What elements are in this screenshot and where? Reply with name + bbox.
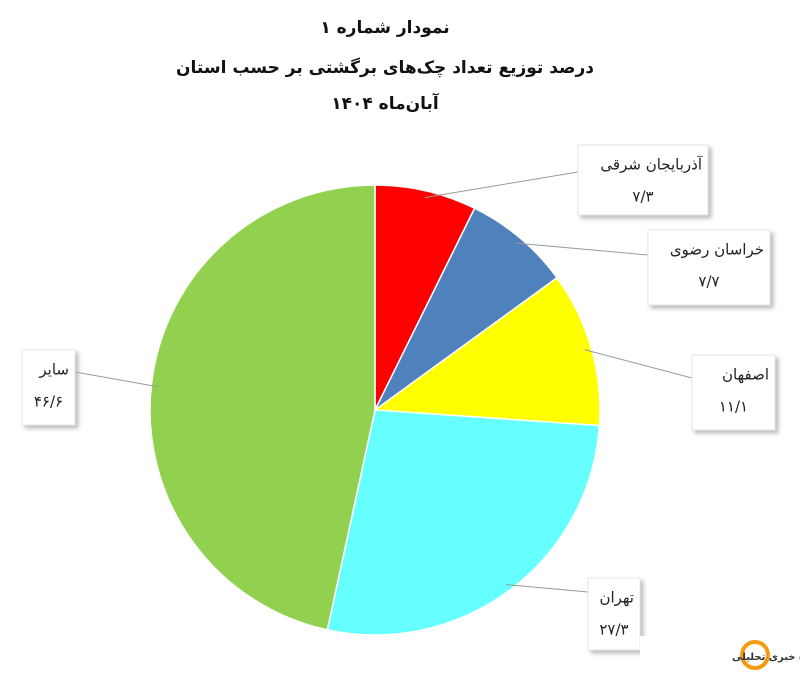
watermark-bg bbox=[640, 636, 800, 677]
label-box bbox=[647, 229, 771, 306]
pie-slice bbox=[372, 276, 601, 427]
chart-period: آبان‌ماه ۱۴۰۴ bbox=[331, 92, 440, 114]
label-name: سایر bbox=[38, 361, 69, 379]
labels: آذربایجان شرقی ۷/۳ خراسان رضوی ۷/۷ اصفهان ۱۱/… bbox=[21, 144, 776, 651]
chart-subtitle: درصد توزیع تعداد چک‌های برگشتی بر حسب اس… bbox=[176, 57, 594, 78]
leader-line bbox=[74, 371, 159, 388]
label-value: ۲۷/۳ bbox=[599, 621, 628, 639]
label-box bbox=[587, 577, 641, 651]
leader-line bbox=[505, 584, 589, 593]
watermark: پایگاه خبری تحلیلی bbox=[732, 650, 800, 663]
leader-line bbox=[584, 349, 693, 379]
label-name: آذربایجان شرقی bbox=[600, 156, 702, 174]
pie-slice bbox=[374, 207, 559, 411]
label-value: ۷/۷ bbox=[698, 273, 719, 291]
leader-line bbox=[515, 242, 649, 256]
label-name: اصفهان bbox=[722, 366, 769, 384]
chart-title: نمودار شماره ۱ bbox=[320, 18, 449, 38]
pie bbox=[149, 184, 601, 636]
label-name: تهران bbox=[599, 589, 634, 607]
logo bbox=[740, 640, 770, 670]
leader-line bbox=[424, 171, 579, 198]
label-box bbox=[691, 354, 776, 431]
pie-slice bbox=[326, 409, 601, 636]
label-box bbox=[21, 349, 76, 426]
label-value: ۱۱/۱ bbox=[719, 398, 748, 416]
label-name: خراسان رضوی bbox=[670, 241, 764, 259]
pie-slice bbox=[149, 184, 376, 631]
label-value: ۷/۳ bbox=[632, 188, 653, 206]
label-value: ۴۶/۶ bbox=[34, 393, 63, 411]
pie-slice bbox=[374, 184, 476, 411]
label-box bbox=[577, 144, 709, 216]
